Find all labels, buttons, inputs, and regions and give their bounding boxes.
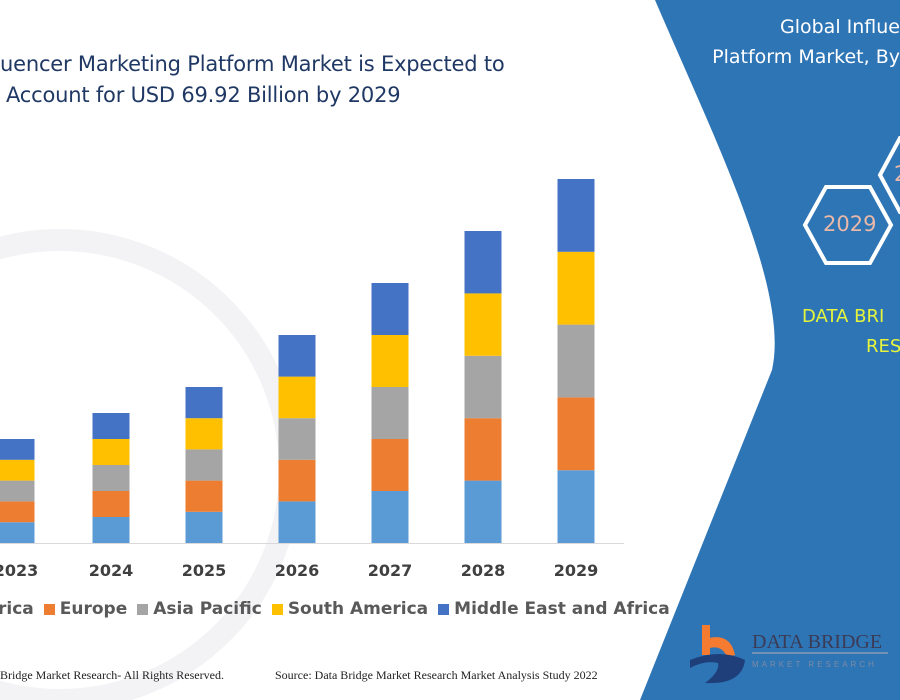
bar-segment <box>0 439 35 460</box>
legend-label: Asia Pacific <box>153 599 262 619</box>
bar-segment <box>557 324 595 398</box>
legend-swatch <box>43 603 55 615</box>
bar-segment <box>557 397 595 471</box>
bar-segment <box>278 376 316 419</box>
x-tick-label: 2028 <box>460 561 506 580</box>
bar-segment <box>185 511 223 543</box>
bar-segment <box>0 522 35 543</box>
bar-segment <box>185 418 223 450</box>
brand-line1: DATA BRI <box>802 306 885 327</box>
x-tick-label: 2026 <box>274 561 320 580</box>
watermark-ring <box>0 229 301 700</box>
bar-segment <box>557 179 595 252</box>
legend-swatch <box>137 603 149 615</box>
hexagon-2029 <box>802 185 894 265</box>
bar-segment <box>92 439 130 465</box>
brand-line2: RES <box>866 336 900 357</box>
logo-text: DATA BRIDGE <box>752 631 882 653</box>
legend-label: South America <box>287 599 429 619</box>
hexagon-year-partial: 2 <box>894 162 900 186</box>
x-tick-label: 2023 <box>0 561 39 580</box>
legend-swatch <box>271 603 283 615</box>
legend-label: Middle East and Africa <box>454 599 670 619</box>
chart-title-line1: uencer Marketing Platform Market is Expe… <box>0 52 505 76</box>
legend-label: Europe <box>59 599 128 619</box>
hexagon-partial <box>877 136 900 214</box>
x-tick-label: 2027 <box>367 561 413 580</box>
bar-segment <box>185 387 223 419</box>
bar-segment <box>464 418 502 481</box>
bar-segment <box>371 439 409 491</box>
bar-segment <box>0 501 35 523</box>
bar-segment <box>92 413 130 439</box>
source-text: Source: Data Bridge Market Research Mark… <box>275 668 598 682</box>
panel-title-line1: Global Influe <box>780 16 900 38</box>
bar-segment <box>185 480 223 512</box>
bars <box>0 179 595 543</box>
copyright-text: Bridge Market Research- All Rights Reser… <box>0 668 224 682</box>
right-panel <box>640 0 900 700</box>
bar-segment <box>464 480 502 543</box>
bar-segment <box>92 517 130 543</box>
logo-subtext: MARKET RESEARCH <box>752 660 877 669</box>
legend-label: rica <box>0 599 34 619</box>
x-tick-label: 2025 <box>181 561 227 580</box>
bar-segment <box>278 501 316 543</box>
legend-swatch <box>438 603 450 615</box>
bar-segment <box>371 335 409 387</box>
bar-segment <box>557 251 595 325</box>
bar-segment <box>0 480 35 502</box>
x-tick-label: 2024 <box>88 561 134 580</box>
bar-segment <box>371 387 409 439</box>
legend-item: rica <box>0 599 34 619</box>
bar-segment <box>92 465 130 491</box>
bar-segment <box>0 459 35 481</box>
legend: rica Europe Asia Pacific South America M… <box>0 599 670 619</box>
hexagon-year: 2029 <box>823 212 877 236</box>
logo-icon <box>690 625 745 684</box>
bar-segment <box>278 418 316 460</box>
bar-segment <box>371 491 409 543</box>
bar-segment <box>185 449 223 481</box>
bar-segment <box>464 293 502 356</box>
bar-segment <box>464 231 502 294</box>
bar-segment <box>278 335 316 377</box>
bar-segment <box>278 459 316 502</box>
bar-segment <box>371 283 409 335</box>
chart-title-line2: Account for USD 69.92 Billion by 2029 <box>6 83 401 107</box>
bar-segment <box>557 470 595 543</box>
bar-segment <box>464 355 502 419</box>
panel-title-line2: Platform Market, By <box>712 46 900 68</box>
x-tick-label: 2029 <box>553 561 599 580</box>
bar-segment <box>92 491 130 517</box>
